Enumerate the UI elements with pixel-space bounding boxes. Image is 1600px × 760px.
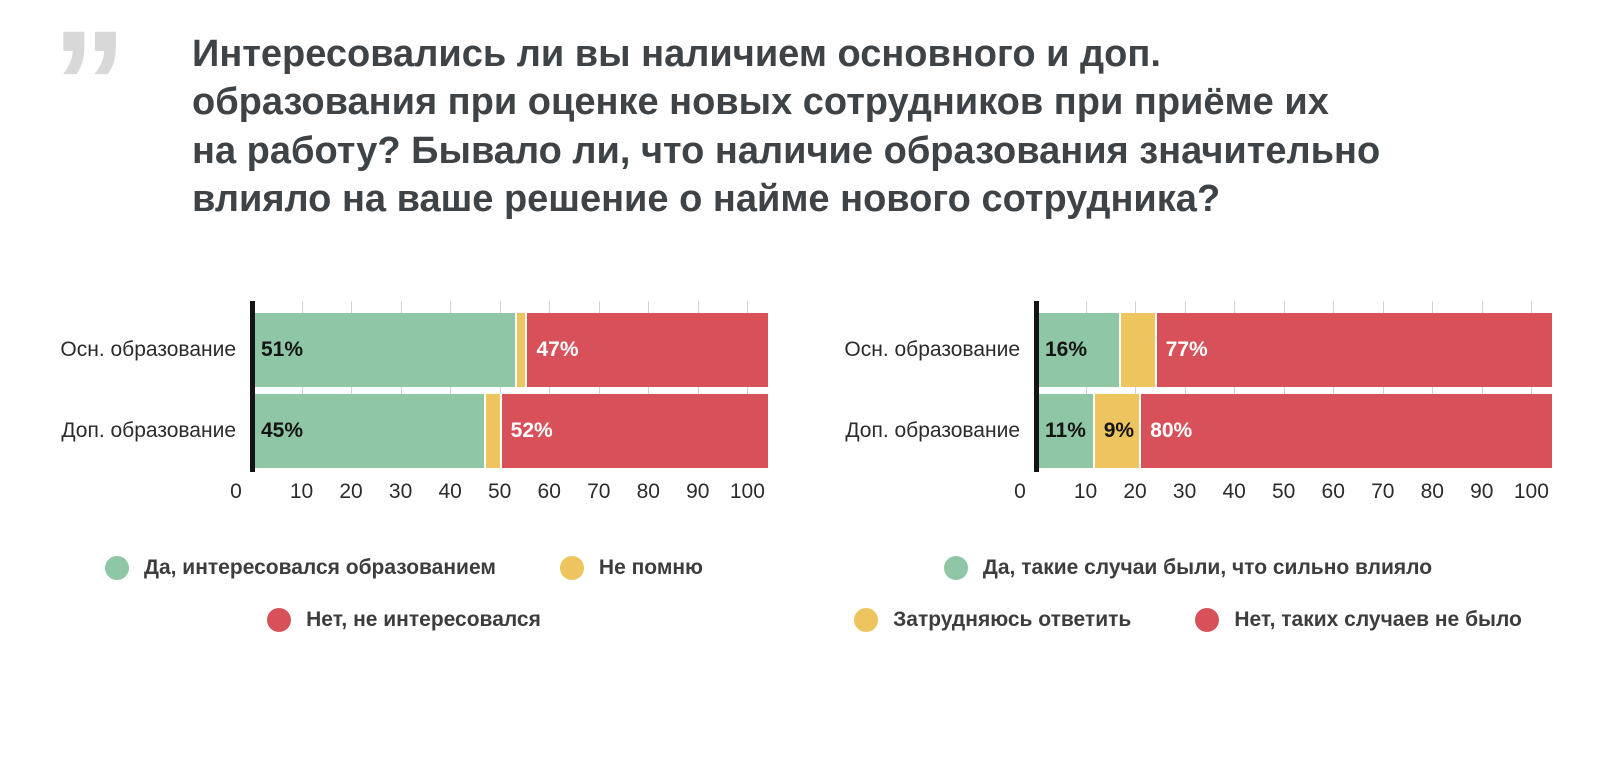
x-tick-label: 70	[1371, 480, 1395, 503]
plot-area: 51% 47% 45% 52% 0 10 20 30 40 50 60 70 80 90 100	[230, 301, 768, 514]
x-tick-label: 10	[1073, 480, 1098, 503]
category-label: Осн. образование	[844, 338, 1020, 361]
x-tick-label: 100	[729, 480, 765, 503]
x-tick-label: 20	[1123, 480, 1147, 503]
x-tick-label: 60	[1321, 480, 1345, 503]
legend-item: Нет, таких случаев не было	[1195, 608, 1522, 632]
x-tick-label: 90	[1470, 480, 1494, 503]
y-axis-line	[1034, 301, 1039, 472]
legend: Да, интересовался образованием Не помню Не…	[40, 556, 768, 632]
chart-body: Осн. образование Доп. образование 51% 47% 45…	[40, 301, 768, 514]
legend-item: Да, такие случаи были, что сильно влияло	[943, 556, 1433, 580]
legend-row: Нет, не интересовался	[40, 608, 768, 632]
bar-value-label: 9%	[1103, 419, 1135, 442]
legend-label: Нет, не интересовался	[306, 608, 541, 631]
legend-row: Затрудняюсь ответить Нет, таких случаев н…	[824, 608, 1552, 632]
x-tick-label: 30	[1172, 480, 1197, 503]
legend: Да, такие случаи были, что сильно влияло…	[824, 556, 1552, 632]
x-axis-ticks: 0 10 20 30 40 50 60 70 80 90 100	[230, 474, 768, 514]
infographic-page: ” Интересовались ли вы наличием основног…	[0, 0, 1600, 660]
legend-dot-red	[267, 608, 292, 632]
bar-value-label: 80%	[1150, 419, 1193, 442]
plot: 51% 47% 45% 52%	[250, 301, 768, 472]
category-label: Осн. образование	[60, 338, 236, 361]
x-tick-label: 60	[537, 480, 561, 503]
category-label: Доп. образование	[61, 419, 236, 442]
bar-segment-green: 51%	[252, 313, 516, 387]
legend-label: Затрудняюсь ответить	[893, 608, 1132, 631]
bar-segment-yellow	[1118, 313, 1155, 387]
x-tick-label: 70	[587, 480, 611, 503]
x-tick-label: 50	[487, 480, 512, 503]
bar-segment-green: 45%	[252, 394, 485, 468]
bar-segment-red: 47%	[525, 313, 768, 387]
bar-segment-green: 11%	[1036, 394, 1093, 468]
x-tick-label: 90	[686, 480, 710, 503]
legend-label: Да, интересовался образованием	[144, 556, 496, 579]
x-tick-label: 40	[438, 480, 462, 503]
legend-dot-yellow	[559, 556, 584, 580]
x-tick-label: 30	[388, 480, 413, 503]
legend-dot-green	[943, 556, 968, 580]
chart-education-influence: Осн. образование Доп. образование 16% 77% 11…	[824, 301, 1552, 660]
legend-item: Нет, не интересовался	[267, 608, 541, 632]
x-tick-label: 0	[1014, 480, 1026, 503]
legend-item: Затрудняюсь ответить	[854, 608, 1131, 632]
bar-value-label: 77%	[1165, 338, 1208, 361]
plot: 16% 77% 11% 9% 80%	[1034, 301, 1552, 472]
bar-value-label: 16%	[1045, 338, 1088, 361]
legend-dot-yellow	[854, 608, 879, 632]
legend-item: Не помню	[559, 556, 703, 580]
legend-row: Да, такие случаи были, что сильно влияло	[824, 556, 1552, 580]
quote-mark-icon: ”	[52, 0, 127, 167]
bar-value-label: 51%	[261, 338, 304, 361]
x-tick-label: 40	[1222, 480, 1246, 503]
x-tick-label: 80	[636, 480, 660, 503]
bar-segment-red: 80%	[1139, 394, 1552, 468]
bar-segment-red: 52%	[499, 394, 768, 468]
bar-segment-yellow	[484, 394, 500, 468]
bar-segment-green: 16%	[1036, 313, 1119, 387]
x-tick-label: 20	[339, 480, 363, 503]
legend-label: Нет, таких случаев не было	[1234, 608, 1522, 631]
x-tick-label: 80	[1420, 480, 1444, 503]
bar-segment-yellow	[515, 313, 526, 387]
plot-area: 16% 77% 11% 9% 80% 0 10 20 30 40 50 60 70 80 90 100	[1014, 301, 1552, 514]
legend-dot-red	[1195, 608, 1220, 632]
legend-row: Да, интересовался образованием Не помню	[40, 556, 768, 580]
legend-label: Да, такие случаи были, что сильно влияло	[982, 556, 1433, 579]
legend-dot-green	[105, 556, 129, 580]
legend-label: Не помню	[598, 556, 703, 579]
x-axis-ticks: 0 10 20 30 40 50 60 70 80 90 100	[1014, 474, 1552, 514]
y-axis-line	[250, 301, 255, 472]
chart-education-interest: Осн. образование Доп. образование 51% 47% 45…	[40, 301, 768, 660]
x-tick-label: 0	[230, 480, 242, 503]
bar-value-label: 47%	[536, 338, 579, 361]
bar-row: 11% 9% 80%	[1036, 394, 1552, 468]
category-label: Доп. образование	[845, 419, 1020, 442]
x-tick-label: 100	[1513, 480, 1549, 503]
x-tick-label: 50	[1271, 480, 1296, 503]
charts-row: Осн. образование Доп. образование 51% 47% 45…	[0, 301, 1600, 660]
bar-segment-yellow: 9%	[1092, 394, 1140, 468]
legend-item: Да, интересовался образованием	[105, 556, 496, 580]
x-tick-label: 10	[289, 480, 314, 503]
bar-value-label: 52%	[510, 419, 553, 442]
bar-row: 16% 77%	[1036, 313, 1552, 387]
bar-row: 51% 47%	[252, 313, 768, 387]
bar-value-label: 11%	[1045, 419, 1086, 442]
category-labels: Осн. образование Доп. образование	[824, 301, 1036, 514]
page-title: Интересовались ли вы наличием основного …	[192, 33, 1381, 220]
bar-segment-red: 77%	[1154, 313, 1552, 387]
header: ” Интересовались ли вы наличием основног…	[0, 0, 1600, 223]
bar-value-label: 45%	[261, 419, 304, 442]
chart-body: Осн. образование Доп. образование 16% 77% 11…	[824, 301, 1552, 514]
category-labels: Осн. образование Доп. образование	[40, 301, 252, 514]
bar-row: 45% 52%	[252, 394, 768, 468]
